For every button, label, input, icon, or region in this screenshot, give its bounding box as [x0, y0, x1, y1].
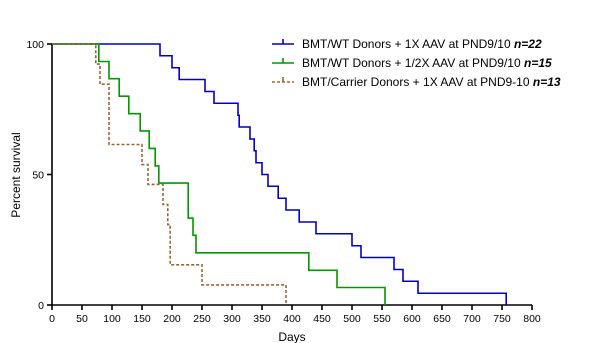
x-tick-label: 100	[103, 313, 121, 325]
legend-series-name: BMT/WT Donors + 1/2X AAV at PND9/10	[302, 56, 524, 70]
x-tick-label: 700	[463, 313, 481, 325]
series-layer	[52, 43, 507, 305]
x-axis-title: Days	[278, 330, 305, 343]
x-tick-label: 50	[76, 313, 88, 325]
legend-series-name: BMT/Carrier Donors + 1X AAV at PND9-10	[302, 75, 533, 89]
y-tick-label: 100	[26, 39, 44, 51]
x-tick-label: 550	[373, 313, 391, 325]
x-tick-label: 150	[133, 313, 151, 325]
x-tick-label: 800	[523, 313, 541, 325]
legend-n-count: n=22	[514, 37, 542, 51]
y-tick-label: 0	[38, 300, 44, 312]
y-axis: 0 50 100	[26, 39, 53, 312]
series-line-1	[52, 43, 507, 305]
legend-n-count: n=13	[533, 75, 561, 89]
legend-n-count: n=15	[524, 56, 552, 70]
y-axis-title: Percent survival	[9, 132, 23, 217]
x-tick-label: 250	[193, 313, 211, 325]
legend-label-3: BMT/Carrier Donors + 1X AAV at PND9-10 n…	[302, 75, 561, 89]
x-axis: 0 50 100 150 200 250 300 350 400 450 500 550 600 650 7…	[49, 304, 541, 325]
series-line-2	[52, 43, 386, 305]
legend-label-2: BMT/WT Donors + 1/2X AAV at PND9/10 n=15	[302, 56, 552, 70]
x-tick-label: 450	[313, 313, 331, 325]
y-tick-label: 50	[32, 170, 44, 182]
x-tick-label: 400	[283, 313, 301, 325]
x-tick-label: 350	[253, 313, 271, 325]
legend: BMT/WT Donors + 1X AAV at PND9/10 n=22BM…	[272, 37, 561, 89]
x-tick-label: 300	[223, 313, 241, 325]
legend-series-name: BMT/WT Donors + 1X AAV at PND9/10	[302, 37, 514, 51]
x-tick-label: 750	[493, 313, 511, 325]
x-tick-label: 500	[343, 313, 361, 325]
x-tick-label: 0	[49, 313, 55, 325]
x-tick-label: 650	[433, 313, 451, 325]
x-tick-label: 600	[403, 313, 421, 325]
series-line-3	[52, 43, 287, 305]
x-tick-label: 200	[163, 313, 181, 325]
legend-label-1: BMT/WT Donors + 1X AAV at PND9/10 n=22	[302, 37, 542, 51]
